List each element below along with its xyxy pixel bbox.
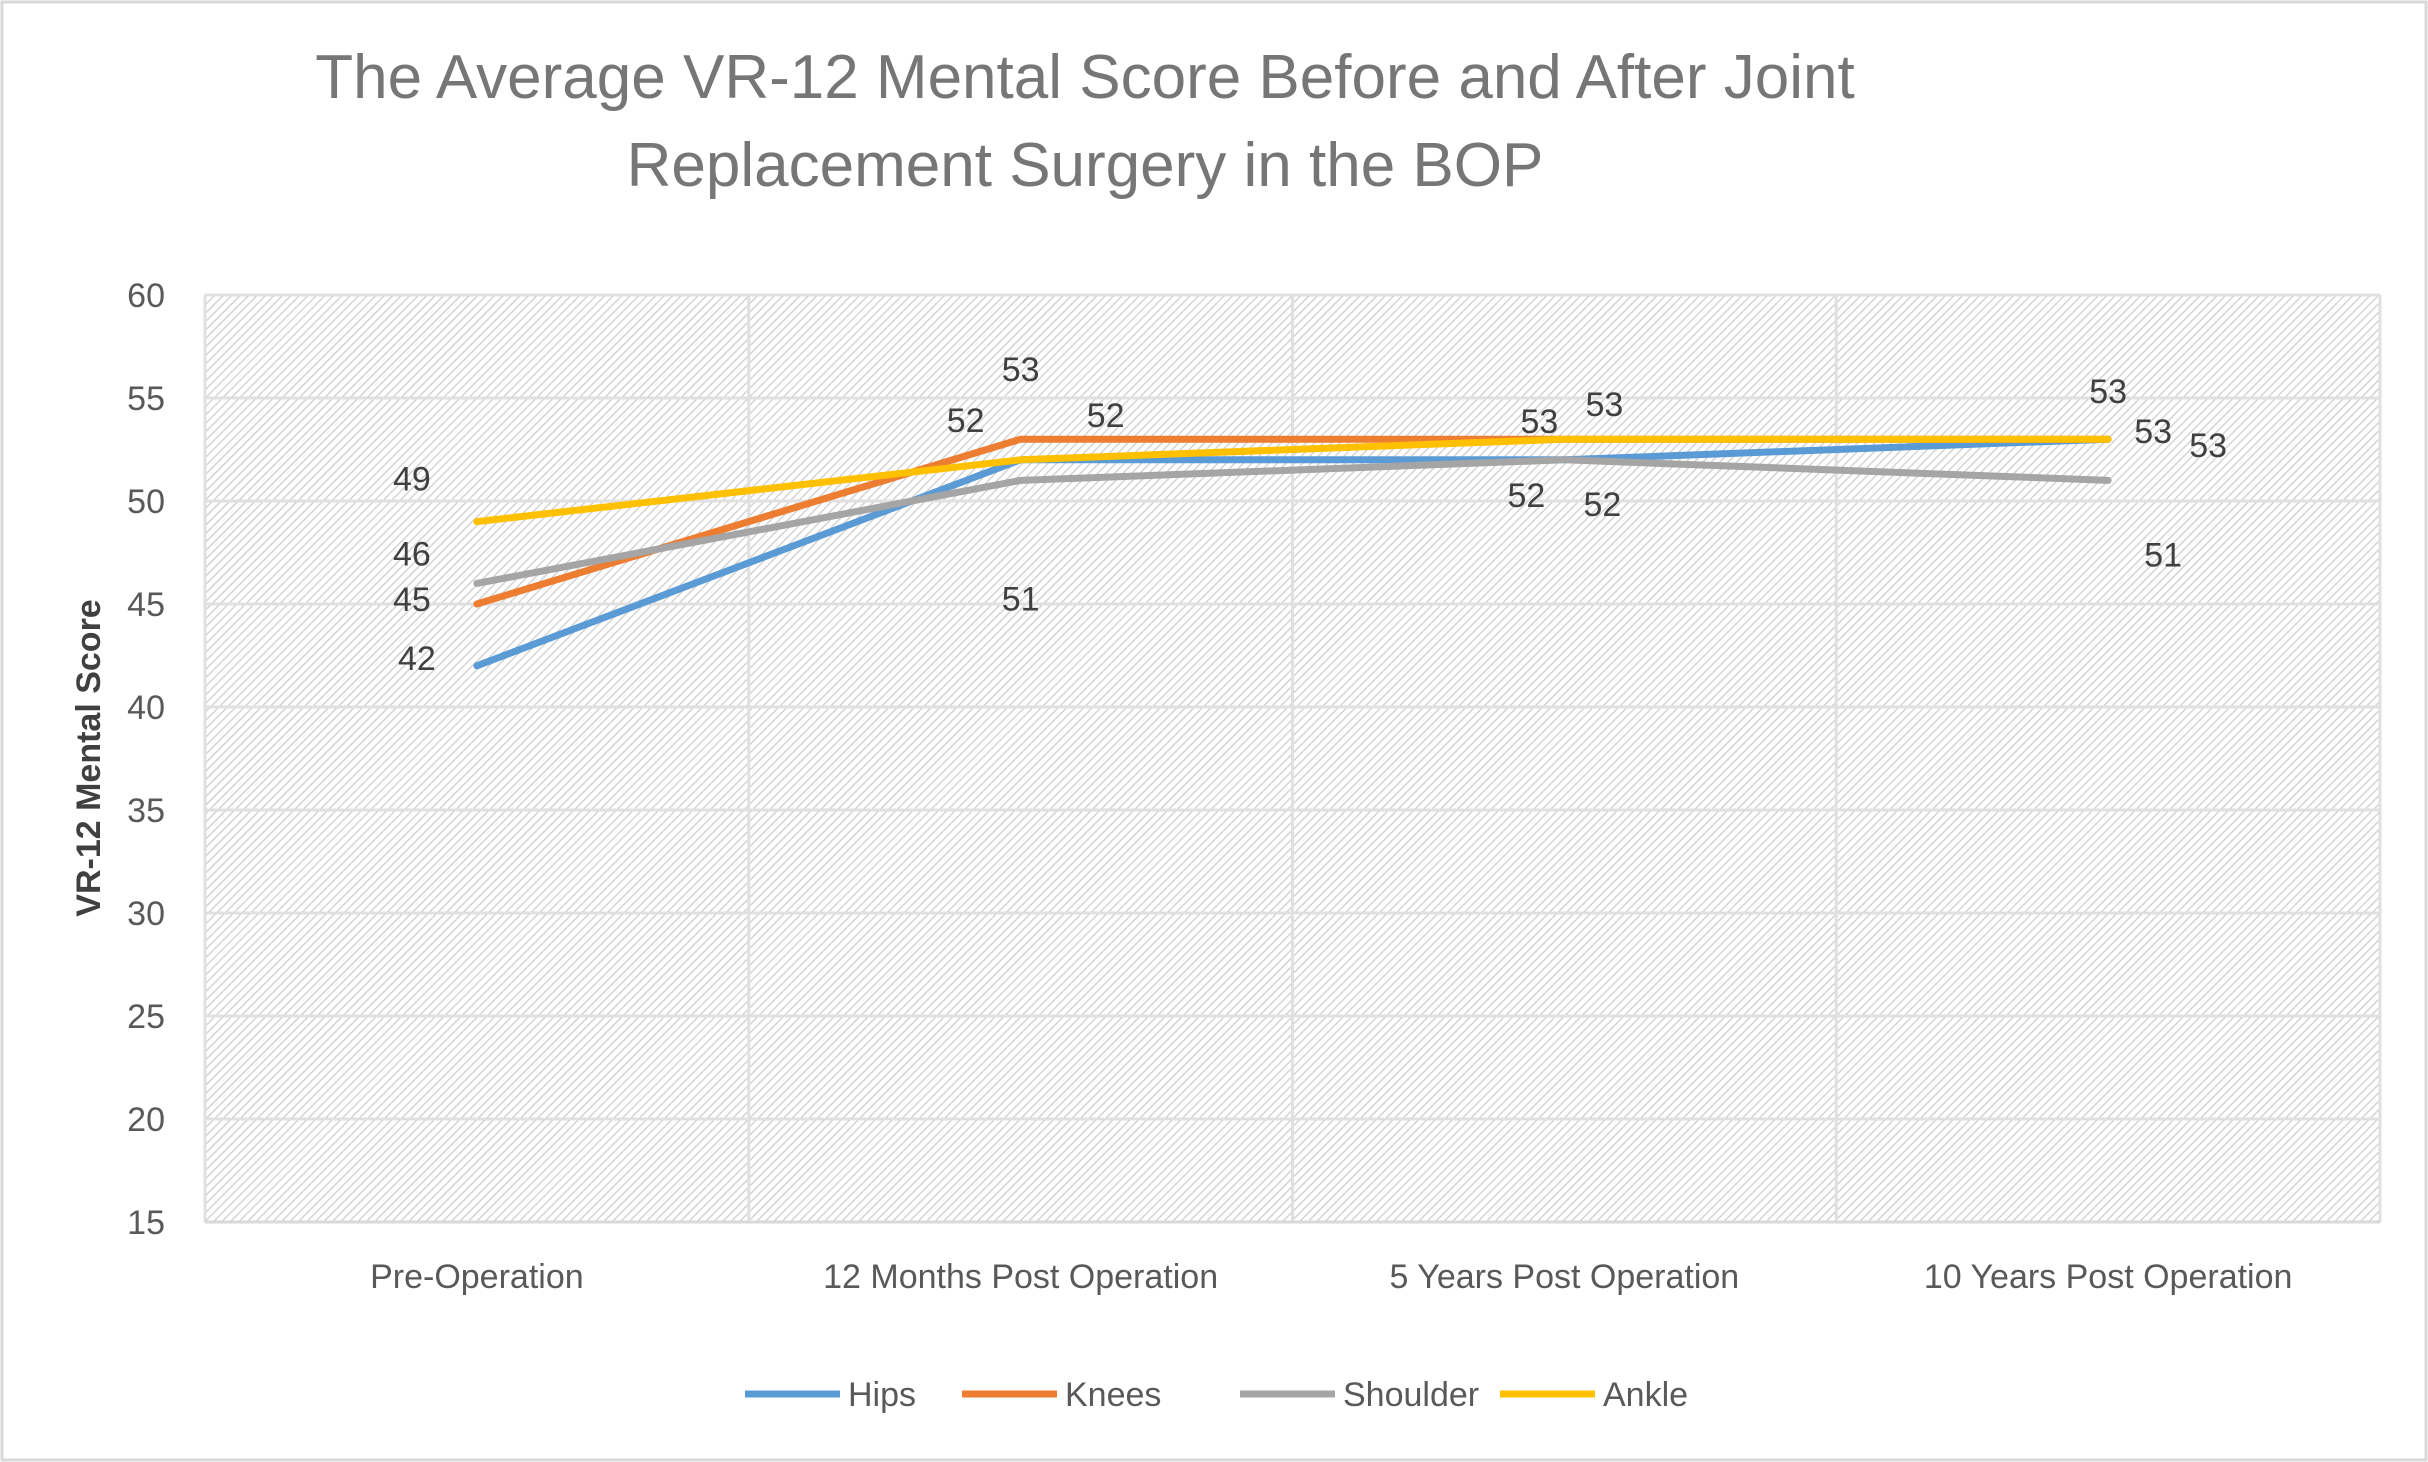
legend-item-hips: Hips bbox=[745, 1376, 916, 1414]
gridlines bbox=[203, 293, 2382, 1224]
y-tick-label: 45 bbox=[127, 586, 165, 624]
data-label-ankle: 53 bbox=[1585, 386, 1623, 424]
data-label-shoulder: 51 bbox=[1002, 580, 1040, 618]
y-axis: 15 20 25 30 35 40 45 50 55 60 bbox=[127, 277, 165, 1242]
data-label-hips: 52 bbox=[947, 402, 985, 440]
legend-item-knees: Knees bbox=[962, 1376, 1161, 1414]
data-label-ankle: 52 bbox=[1087, 397, 1125, 435]
data-label-shoulder: 46 bbox=[393, 535, 431, 573]
series-line-ankle bbox=[473, 435, 2112, 526]
y-tick-label: 55 bbox=[127, 380, 165, 418]
y-tick-label: 30 bbox=[127, 895, 165, 933]
y-tick-label: 25 bbox=[127, 998, 165, 1036]
data-label-hips: 52 bbox=[1507, 477, 1545, 515]
legend-item-ankle: Ankle bbox=[1500, 1376, 1688, 1414]
y-tick-label: 60 bbox=[127, 277, 165, 315]
y-tick-label: 40 bbox=[127, 689, 165, 727]
chart-title-line-1: The Average VR-12 Mental Score Before an… bbox=[315, 43, 1854, 112]
y-tick-label: 15 bbox=[127, 1204, 165, 1242]
x-tick-label: 10 Years Post Operation bbox=[1924, 1258, 2293, 1296]
legend-label: Shoulder bbox=[1343, 1376, 1479, 1414]
series-line-hips bbox=[473, 435, 2112, 670]
data-label-knees: 53 bbox=[2089, 373, 2127, 411]
legend-label: Ankle bbox=[1603, 1376, 1688, 1414]
y-tick-label: 50 bbox=[127, 483, 165, 521]
data-label-shoulder: 52 bbox=[1583, 486, 1621, 524]
x-tick-label: 5 Years Post Operation bbox=[1390, 1258, 1740, 1296]
data-label-knees: 53 bbox=[1002, 351, 1040, 389]
y-axis-label: VR-12 Mental Score bbox=[70, 599, 108, 916]
data-label-hips: 53 bbox=[2134, 413, 2172, 451]
x-tick-label: 12 Months Post Operation bbox=[823, 1258, 1218, 1296]
legend-label: Knees bbox=[1065, 1376, 1161, 1414]
x-tick-label: Pre-Operation bbox=[370, 1258, 584, 1296]
legend-label: Hips bbox=[848, 1376, 916, 1414]
chart-title-line-2: Replacement Surgery in the BOP bbox=[627, 131, 1544, 200]
data-label-shoulder: 51 bbox=[2144, 536, 2182, 574]
y-tick-label: 20 bbox=[127, 1101, 165, 1139]
data-label-ankle: 53 bbox=[2189, 427, 2227, 465]
x-axis: Pre-Operation 12 Months Post Operation 5 Y… bbox=[205, 1220, 2380, 1296]
legend-item-shoulder: Shoulder bbox=[1240, 1376, 1479, 1414]
data-label-knees: 45 bbox=[393, 581, 431, 619]
data-label-ankle: 49 bbox=[393, 461, 431, 499]
data-label-knees: 53 bbox=[1520, 403, 1558, 441]
y-tick-label: 35 bbox=[127, 792, 165, 830]
series-line-shoulder bbox=[473, 456, 2112, 587]
data-label-hips: 42 bbox=[398, 640, 436, 678]
legend: Hips Knees Shoulder Ankle bbox=[745, 1376, 1688, 1414]
series-lines bbox=[473, 435, 2112, 670]
